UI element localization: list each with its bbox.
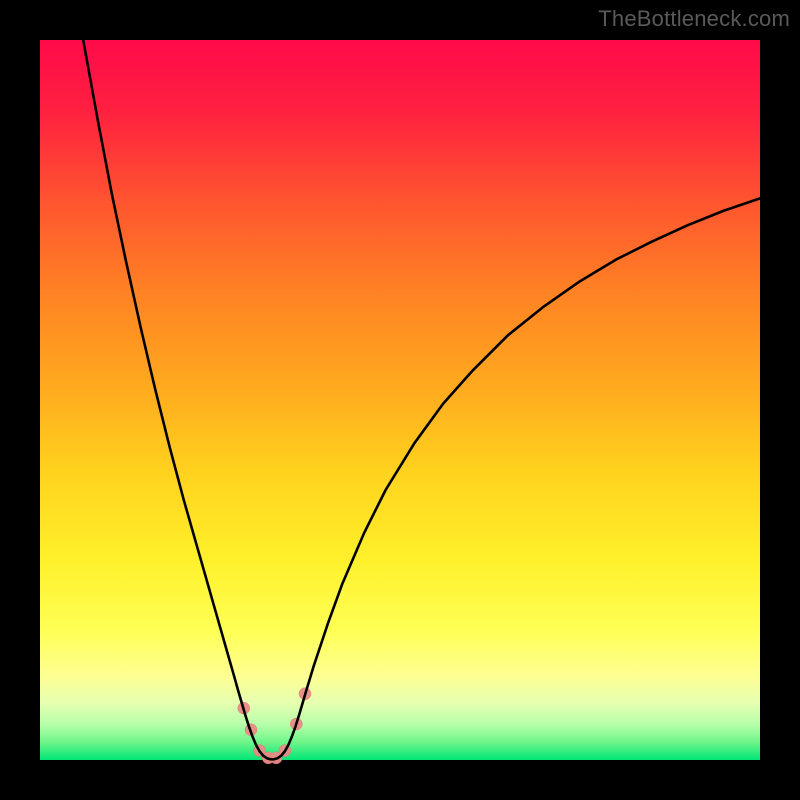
- plot-area: [40, 40, 760, 760]
- curve-layer: [40, 40, 760, 760]
- chart-frame: TheBottleneck.com: [0, 0, 800, 800]
- watermark-text: TheBottleneck.com: [598, 6, 790, 32]
- bottleneck-curve-path: [83, 40, 760, 759]
